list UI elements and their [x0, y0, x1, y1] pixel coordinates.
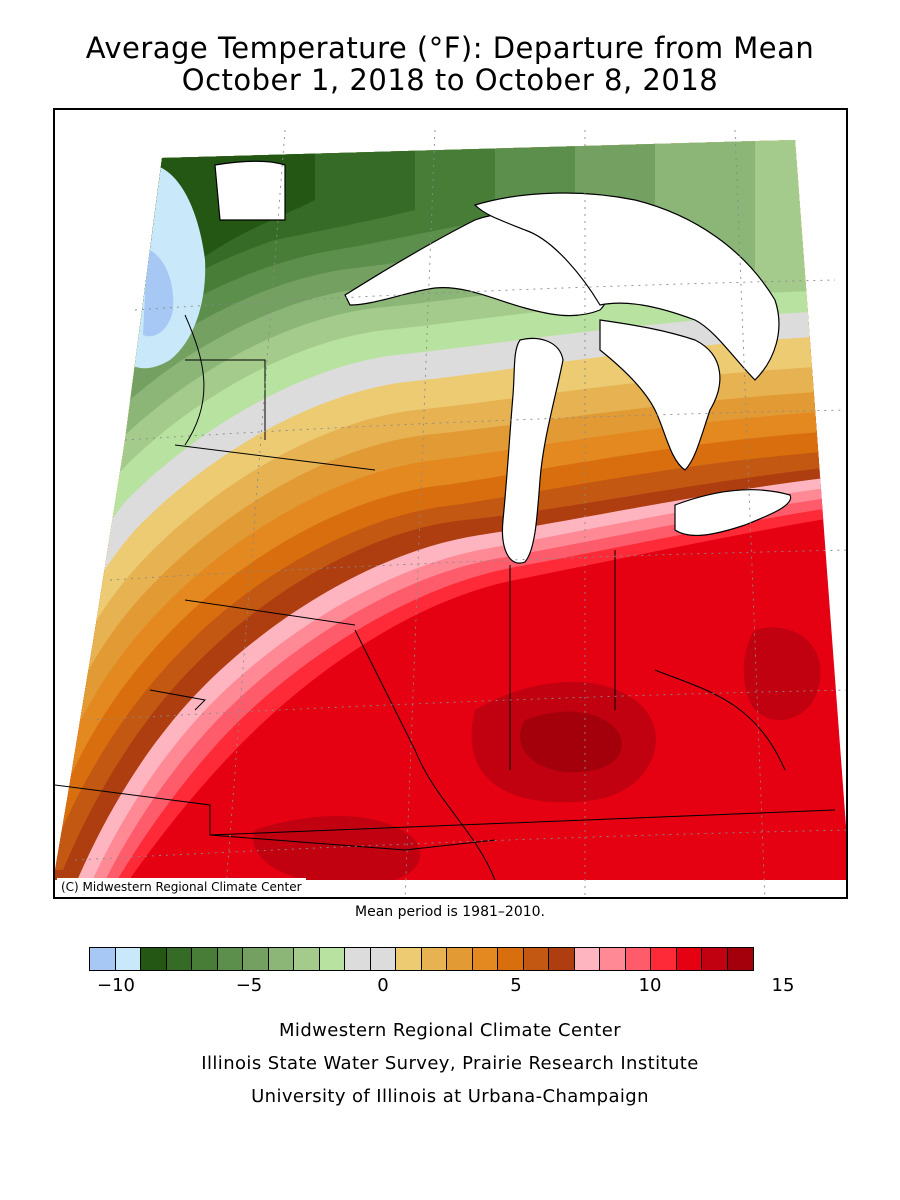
- legend-swatch: [370, 948, 396, 970]
- color-legend-bar: [89, 947, 754, 971]
- legend-tick-0: 0: [377, 975, 389, 996]
- graticule: [74, 129, 846, 897]
- legend-swatch: [319, 948, 345, 970]
- state-boundaries: [55, 314, 836, 881]
- map-title: Average Temperature (°F): Departure from…: [85, 31, 815, 65]
- legend-swatch: [115, 948, 141, 970]
- footer-organization: Midwestern Regional Climate Center: [278, 1020, 622, 1041]
- legend-tick-15: 15: [771, 975, 795, 996]
- footer-survey: Illinois State Water Survey, Prairie Res…: [201, 1053, 699, 1074]
- map-credit: (C) Midwestern Regional Climate Center: [57, 878, 306, 895]
- legend-swatch: [523, 948, 549, 970]
- legend-swatch: [243, 948, 269, 970]
- legend-tick-5: 5: [510, 975, 522, 996]
- legend-tick-minus-10: −10: [97, 975, 135, 996]
- legend-swatch: [268, 948, 294, 970]
- legend-swatch: [192, 948, 218, 970]
- map-graphic: [55, 129, 846, 897]
- legend-swatch: [727, 948, 753, 970]
- legend-swatch: [702, 948, 728, 970]
- footer-university: University of Illinois at Urbana-Champai…: [251, 1086, 649, 1107]
- legend-swatch: [396, 948, 422, 970]
- legend-tick-10: 10: [638, 975, 662, 996]
- legend-swatch: [345, 948, 371, 970]
- legend-swatch: [217, 948, 243, 970]
- great-lakes: [214, 160, 792, 564]
- legend-swatch: [472, 948, 498, 970]
- legend-swatch: [141, 948, 167, 970]
- legend-swatch: [625, 948, 651, 970]
- legend-swatch: [447, 948, 473, 970]
- legend-swatch: [600, 948, 626, 970]
- legend-swatch: [498, 948, 524, 970]
- temperature-departure-map: (C) Midwestern Regional Climate Center: [53, 108, 848, 899]
- map-date-range: October 1, 2018 to October 8, 2018: [181, 63, 719, 97]
- legend-swatch: [549, 948, 575, 970]
- legend-swatch: [676, 948, 702, 970]
- legend-swatch: [421, 948, 447, 970]
- legend-swatch: [294, 948, 320, 970]
- mean-period-note: Mean period is 1981–2010.: [355, 904, 545, 920]
- legend-swatch: [166, 948, 192, 970]
- legend-swatch: [574, 948, 600, 970]
- legend-swatch: [90, 948, 116, 970]
- legend-swatch: [651, 948, 677, 970]
- legend-tick-minus-5: −5: [235, 975, 263, 996]
